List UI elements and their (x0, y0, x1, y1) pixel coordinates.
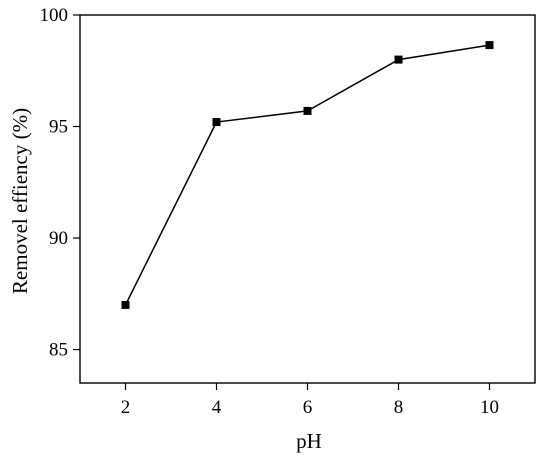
x-axis-title: pH (296, 429, 322, 453)
x-tick-label: 2 (121, 397, 131, 418)
x-tick-label: 10 (480, 397, 499, 418)
x-tick-label: 8 (394, 397, 404, 418)
y-tick-label: 100 (40, 5, 69, 26)
plot-frame (79, 14, 536, 384)
data-point-marker (394, 55, 403, 64)
data-point-marker (212, 118, 221, 127)
data-point-marker (303, 106, 312, 115)
x-tick-label: 4 (212, 397, 222, 418)
y-axis-title: Removel effiency (%) (8, 108, 32, 294)
y-tick-label: 95 (49, 117, 68, 138)
x-tick-label: 6 (303, 397, 313, 418)
y-tick-label: 85 (49, 340, 68, 361)
plot-area: 2 4 6 8 10 85 90 95 100 (40, 5, 536, 418)
series-line (124, 44, 490, 306)
data-point-marker (121, 300, 130, 309)
y-tick-label: 90 (49, 228, 68, 249)
data-point-marker (485, 41, 494, 50)
